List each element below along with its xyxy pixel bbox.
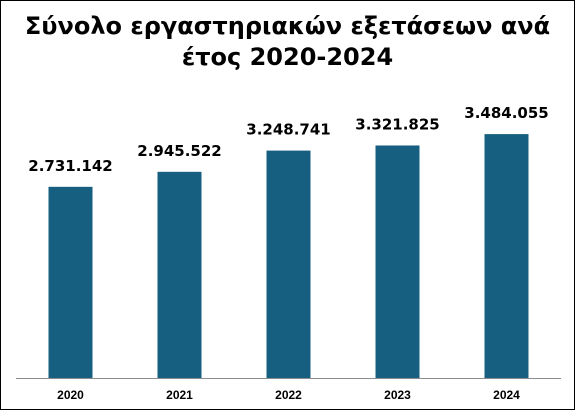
- x-tick-label-2022: 2022: [275, 388, 302, 402]
- bar-2020: [48, 186, 93, 378]
- x-tick-label-2023: 2023: [384, 388, 411, 402]
- data-label-2022: 3.248.741: [246, 121, 330, 139]
- data-label-2020: 2.731.142: [28, 157, 112, 175]
- data-label-2023: 3.321.825: [355, 115, 439, 133]
- data-label-2021: 2.945.522: [137, 142, 221, 160]
- chart-title: Σύνολο εργαστηριακών εξετάσεων ανά έτος …: [1, 11, 574, 73]
- bar-2021: [157, 171, 202, 378]
- data-label-2024: 3.484.055: [464, 104, 548, 122]
- bar-2024: [484, 134, 529, 378]
- x-tick-label-2021: 2021: [166, 388, 193, 402]
- bar-2022: [266, 150, 311, 378]
- chart-title-line-1: Σύνολο εργαστηριακών εξετάσεων ανά: [24, 12, 551, 40]
- bar-2023: [375, 145, 420, 378]
- x-tick-label-2020: 2020: [57, 388, 84, 402]
- chart-title-line-2: έτος 2020-2024: [181, 43, 394, 71]
- x-tick-label-2024: 2024: [493, 388, 520, 402]
